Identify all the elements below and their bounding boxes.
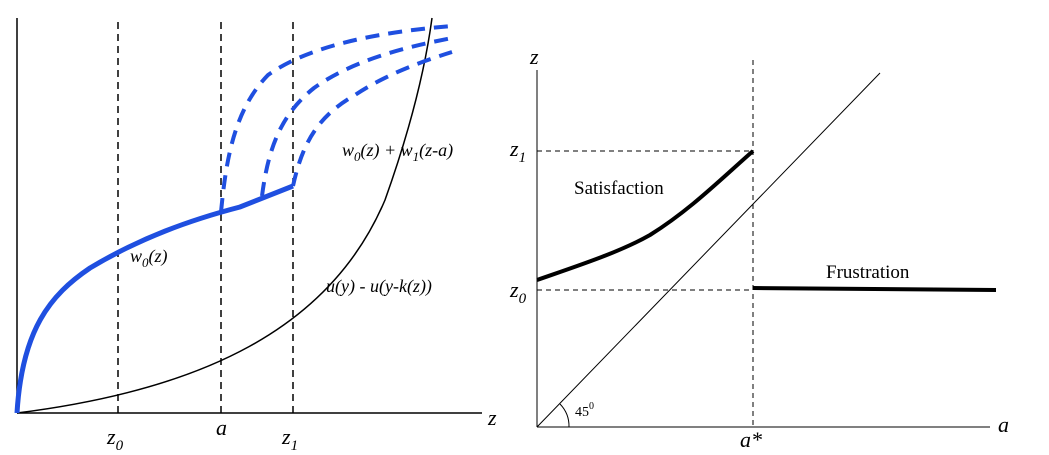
left-panel: z z0 a z1 w0(z) w0(z) + w1(z-a) u(y) - u…: [14, 17, 497, 454]
right-panel: z a z1 z0 a* 450 Satisfaction Frustratio…: [509, 44, 1009, 452]
line-45-degree: [536, 72, 881, 428]
curve-sum-branch-1: [219, 24, 453, 213]
curve-u-difference: [16, 17, 433, 414]
label-u-difference: u(y) - u(y-k(z)): [326, 276, 432, 297]
label-satisfaction: Satisfaction: [574, 178, 664, 199]
tick-label-a: a: [216, 415, 227, 440]
angle-label: 450: [575, 401, 594, 420]
curve-sum-branch-3: [291, 50, 453, 187]
label-frustration: Frustration: [826, 262, 910, 283]
tick-label-z0: z0: [106, 424, 124, 454]
line-frustration: [752, 286, 997, 292]
tick-label-z0-right: z0: [509, 277, 527, 307]
curve-w0: [14, 183, 294, 414]
curve-sum-branch-2: [260, 36, 453, 197]
right-x-axis-label: a: [998, 412, 1009, 437]
tick-label-astar: a*: [740, 427, 762, 452]
angle-arc-45: [559, 403, 570, 428]
label-w0-plus-w1: w0(z) + w1(z-a): [342, 140, 453, 164]
left-x-axis-label: z: [487, 405, 497, 430]
tick-label-z1: z1: [281, 424, 298, 454]
right-y-axis-label: z: [529, 44, 539, 69]
curve-satisfaction: [536, 149, 755, 282]
label-w0: w0(z): [130, 246, 168, 270]
tick-label-z1-right: z1: [509, 136, 526, 166]
